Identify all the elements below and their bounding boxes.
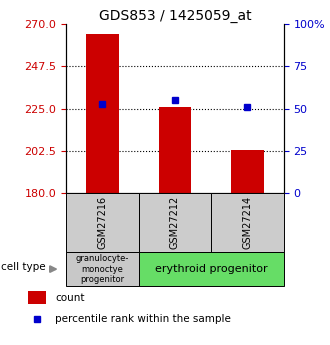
Bar — [66, 193, 139, 252]
Bar — [139, 252, 284, 286]
Text: cell type: cell type — [1, 263, 46, 272]
Text: GSM27216: GSM27216 — [97, 196, 107, 249]
Text: count: count — [55, 293, 84, 303]
Title: GDS853 / 1425059_at: GDS853 / 1425059_at — [99, 9, 251, 23]
Text: erythroid progenitor: erythroid progenitor — [155, 264, 268, 274]
Bar — [211, 193, 284, 252]
Bar — [66, 252, 139, 286]
Text: GSM27212: GSM27212 — [170, 196, 180, 249]
Bar — [86, 33, 119, 193]
Text: percentile rank within the sample: percentile rank within the sample — [55, 314, 231, 324]
Bar — [28, 291, 46, 304]
Bar — [158, 107, 191, 193]
Text: granulocyte-
monoctye
progenitor: granulocyte- monoctye progenitor — [76, 254, 129, 284]
Text: GSM27214: GSM27214 — [243, 196, 252, 249]
Bar — [231, 150, 264, 193]
Bar — [139, 193, 211, 252]
